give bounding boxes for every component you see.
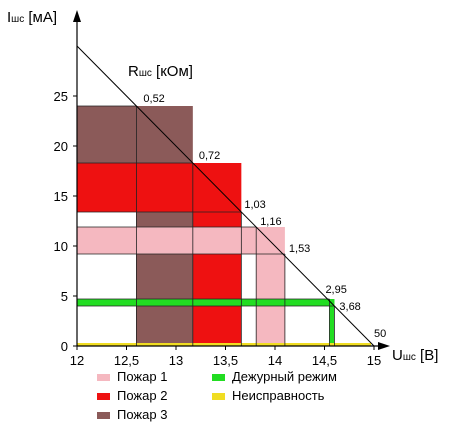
load-line — [76, 45, 375, 347]
resistance-label-5: 2,95 — [325, 284, 346, 296]
y-axis-arrow — [73, 10, 81, 22]
x-tick-label-0: 12 — [70, 353, 84, 368]
legend-label-fire1: Пожар 1 — [117, 369, 167, 384]
zone-duty-7 — [329, 299, 335, 346]
resistance-label-0: 0,52 — [143, 93, 164, 105]
resistance-label-2: 1,03 — [244, 199, 265, 211]
resistance-label-7: 50 — [374, 328, 386, 340]
x-tick-label-4: 14 — [268, 353, 282, 368]
y-tick-label-1: 5 — [61, 289, 68, 304]
legend-label-duty: Дежурный режим — [232, 369, 337, 384]
grid-layer — [77, 105, 335, 346]
y-tick-label-2: 10 — [54, 239, 68, 254]
legend-swatch-fire3 — [97, 412, 110, 419]
y-tick-label-4: 20 — [54, 139, 68, 154]
legend-swatch-duty — [212, 374, 225, 381]
resistance-label-6: 3,68 — [339, 301, 360, 313]
resistance-label-4: 1,53 — [289, 243, 310, 255]
zone-duty-6 — [77, 299, 335, 306]
x-tick-label-5: 14,5 — [312, 353, 337, 368]
zone-fault-8 — [77, 343, 372, 346]
y-tick-label-3: 15 — [54, 189, 68, 204]
resistance-label-3: 1,16 — [260, 216, 281, 228]
x-tick-label-1: 12,5 — [114, 353, 139, 368]
legend-label-fire3: Пожар 3 — [117, 407, 167, 422]
x-axis-title: Uшс [В] — [392, 347, 438, 364]
y-axis-title: Iшс [мА] — [7, 9, 57, 26]
x-tick-label-2: 13 — [169, 353, 183, 368]
x-axis-arrow — [378, 342, 390, 350]
zones-layer — [77, 106, 372, 346]
zone-fire3-0 — [77, 106, 193, 163]
axes-layer — [73, 10, 390, 350]
legend-swatch-fire2 — [97, 393, 110, 400]
labels-layer: 12 12,5 13 13,5 14 14,5 15 0 5 10 15 20 25 Iшс [мА] Uш… — [7, 9, 438, 368]
y-tick-label-0: 0 — [61, 339, 68, 354]
legend-label-fault: Неисправность — [232, 388, 325, 403]
resistance-title: Rшс [кОм] — [128, 63, 193, 80]
x-tick-label-3: 13,5 — [213, 353, 238, 368]
legend-swatch-fire1 — [97, 374, 110, 381]
resistance-label-1: 0,72 — [199, 150, 220, 162]
y-tick-label-5: 25 — [54, 89, 68, 104]
zone-fire2-2 — [77, 163, 242, 212]
legend-layer: Пожар 1 Пожар 2 Пожар 3 Дежурный режим Неисп… — [97, 369, 337, 422]
legend-swatch-fault — [212, 393, 225, 400]
x-tick-label-6: 15 — [367, 353, 381, 368]
legend-label-fire2: Пожар 2 — [117, 388, 167, 403]
zone-fire1-4 — [77, 227, 285, 254]
